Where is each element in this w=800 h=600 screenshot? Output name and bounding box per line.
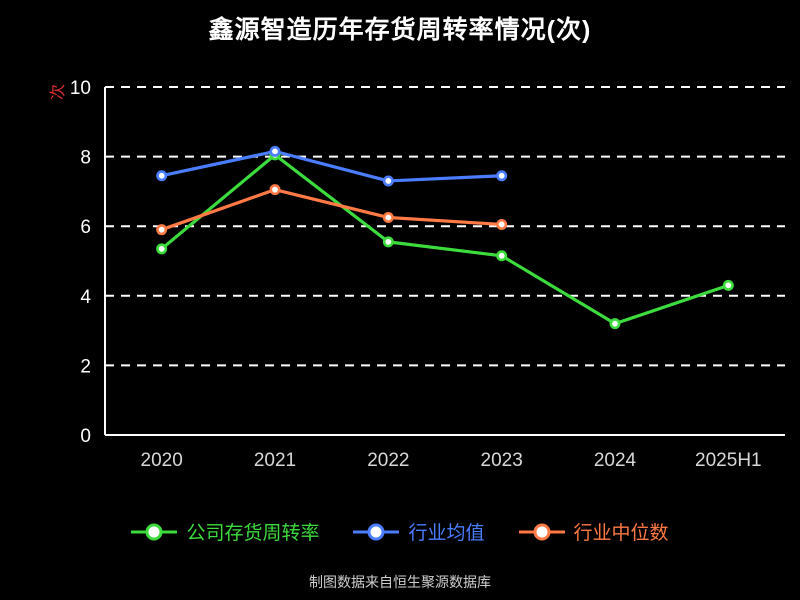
y-tick-label: 2 [80, 356, 91, 377]
x-tick-label: 2022 [367, 450, 409, 471]
data-point-marker [156, 224, 168, 236]
data-point-marker [269, 184, 281, 196]
legend-item-industry-mean[interactable]: 行业均值 [353, 518, 485, 545]
x-tick-label: 2021 [254, 450, 296, 471]
data-point-marker [382, 212, 394, 224]
y-tick-label: 10 [70, 78, 91, 99]
x-tick-label: 2024 [594, 450, 637, 471]
legend-item-company[interactable]: 公司存货周转率 [131, 518, 319, 545]
data-point-marker [722, 279, 734, 291]
chart-legend: 公司存货周转率 行业均值 行业中位数 [0, 518, 800, 545]
series-line [160, 188, 504, 232]
data-point-marker [496, 250, 508, 262]
series-line [160, 153, 730, 326]
y-axis-label: 次 [50, 83, 67, 100]
data-point-marker [382, 236, 394, 248]
data-point-marker [269, 145, 281, 157]
x-tick-label: 2025H1 [695, 450, 762, 471]
data-point-marker [382, 175, 394, 187]
data-point-marker [609, 318, 621, 330]
legend-marker-industry-median [518, 523, 565, 541]
legend-item-industry-median[interactable]: 行业中位数 [518, 518, 669, 545]
data-point-marker [156, 170, 168, 182]
y-tick-label: 6 [80, 217, 91, 238]
y-tick-label: 0 [80, 426, 91, 447]
series-line [160, 149, 504, 183]
legend-marker-industry-mean [353, 523, 400, 541]
y-tick-label: 8 [80, 148, 91, 169]
data-point-marker [156, 243, 168, 255]
legend-label-industry-mean: 行业均值 [408, 523, 485, 544]
legend-label-company: 公司存货周转率 [186, 523, 320, 544]
x-tick-label: 2020 [141, 450, 183, 471]
legend-marker-company [131, 523, 178, 541]
data-point-marker [496, 170, 508, 182]
chart-title: 鑫源智造历年存货周转率情况(次) [208, 16, 592, 44]
legend-label-industry-median: 行业中位数 [573, 523, 669, 544]
y-tick-label: 4 [80, 287, 91, 308]
data-point-marker [496, 218, 508, 230]
chart-footer-note: 制图数据来自恒生聚源数据库 [309, 574, 491, 590]
x-tick-label: 2023 [481, 450, 523, 471]
